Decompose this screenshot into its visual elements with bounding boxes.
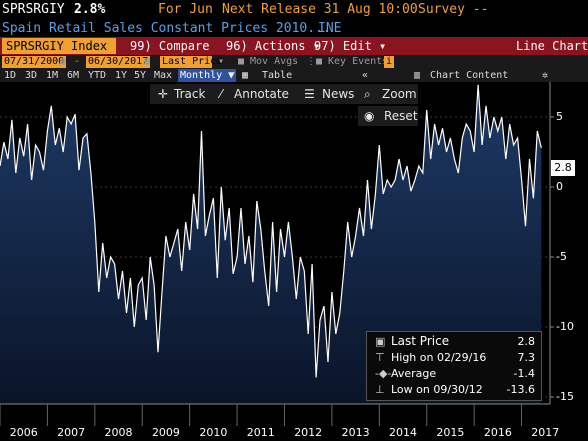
mov-avgs-label: Mov Avgs (250, 56, 299, 67)
options-icon[interactable]: ⋮ (306, 56, 316, 67)
series-line (0, 84, 542, 378)
chevron-down-icon: ▾ (312, 39, 320, 53)
chart-type-label[interactable]: Line Chart (516, 39, 588, 53)
zoom-button[interactable]: Zoom (382, 87, 417, 101)
legend-low: ⊥ Low on 09/30/12 -13.6 (375, 383, 535, 396)
draw-line-icon[interactable]: ⁄ (230, 70, 237, 81)
legend-high: ⊤ High on 02/29/16 7.3 (375, 351, 535, 364)
series-area (0, 84, 542, 405)
release-period: For Jun (158, 2, 213, 17)
collapse-icon[interactable]: « (362, 70, 369, 81)
survey-value: Survey -- (418, 2, 489, 17)
edit-menu[interactable]: 97) Edit ▾ (314, 39, 387, 53)
chart-content-icon: ▥ (414, 70, 421, 81)
period-1d[interactable]: 1D (4, 70, 17, 81)
frequency-select[interactable]: Monthly ▼ (178, 69, 237, 82)
y-tick-label: -10 (556, 320, 574, 333)
key-events-checkbox[interactable]: ■ (316, 56, 323, 67)
last-value: 2.8% (74, 2, 106, 17)
period-6m[interactable]: 6M (67, 70, 80, 81)
info-icon[interactable]: i (384, 56, 395, 68)
edit-menu-label: Edit (342, 39, 372, 53)
chevron-down-icon: ▾ (379, 39, 387, 53)
compare-menu-label: Compare (158, 39, 210, 53)
x-tick-label: 2016 (483, 426, 512, 439)
security-header: SPRSRGIY 2.8% For Jun Next Release 31 Au… (0, 0, 588, 20)
period-max[interactable]: Max (154, 70, 173, 81)
end-date-input[interactable]: 06/30/2017 (86, 56, 151, 68)
ticker-field[interactable]: SPRSRGIY Index (2, 38, 116, 54)
period-3d[interactable]: 3D (25, 70, 38, 81)
date-separator-icon: - (74, 56, 81, 67)
period-5y[interactable]: 5Y (134, 70, 147, 81)
last-price-swatch-icon[interactable]: ▣ (375, 335, 386, 348)
settings-bar: 07/31/2000 ▦ - 06/30/2017 ▦ Last Price ▾… (0, 55, 588, 69)
x-tick-label: 2010 (199, 426, 228, 439)
track-button[interactable]: Track (174, 87, 206, 101)
gear-icon[interactable]: ✲ (542, 70, 549, 81)
period-1y[interactable]: 1Y (115, 70, 128, 81)
frequency-label: Monthly (180, 70, 223, 81)
average-line-icon: -◆- (375, 367, 392, 380)
reset-label: Reset (384, 109, 418, 123)
y-tick-label: 5 (556, 110, 563, 123)
actions-menu-number: 96 (226, 39, 241, 53)
x-tick-label: 2007 (57, 426, 86, 439)
chart-content-button[interactable]: Chart Content (430, 70, 509, 81)
x-tick-label: 2009 (151, 426, 180, 439)
chart-legend: ▣ Last Price 2.8 ⊤ High on 02/29/16 7.3 … (366, 331, 542, 401)
actions-menu[interactable]: 96) Actions ▾ (226, 39, 320, 53)
legend-last-price: ▣ Last Price 2.8 (375, 334, 535, 348)
axis-ticks (0, 116, 554, 426)
news-button[interactable]: News (322, 87, 355, 101)
news-icon[interactable]: ☰ (304, 87, 315, 101)
calendar-icon[interactable]: ▦ (144, 56, 151, 67)
mov-avgs-checkbox[interactable]: ■ (238, 56, 245, 67)
y-tick-label: -15 (556, 390, 574, 403)
dropdown-arrow-icon[interactable]: ▾ (218, 56, 225, 67)
menu-bar: SPRSRGIY Index 99) Compare 96) Actions ▾… (0, 37, 588, 55)
x-tick-label: 2013 (341, 426, 370, 439)
start-date-input[interactable]: 07/31/2000 (2, 56, 67, 68)
x-tick-label: 2017 (531, 426, 560, 439)
reset-button[interactable]: ◉ Reset (358, 106, 418, 126)
compare-menu[interactable]: 99) Compare (130, 39, 210, 53)
x-tick-label: 2011 (246, 426, 275, 439)
period-bar: 1D 3D 1M 6M YTD 1Y 5Y Max Monthly ▼ ⁄ ▦ … (0, 69, 588, 82)
period-ytd[interactable]: YTD (88, 70, 107, 81)
x-tick-label: 2012 (294, 426, 323, 439)
compare-menu-number: 99 (130, 39, 145, 53)
security-description: Spain Retail Sales Constant Prices 2010.… (2, 21, 331, 36)
actions-menu-label: Actions (254, 39, 306, 53)
price-field-select[interactable]: Last Price (160, 56, 223, 68)
period-1m[interactable]: 1M (46, 70, 59, 81)
edit-menu-number: 97 (314, 39, 329, 53)
ticker-symbol: SPRSRGIY (2, 2, 65, 17)
calendar-icon[interactable]: ▦ (60, 56, 67, 67)
table-icon[interactable]: ▦ (242, 70, 249, 81)
legend-average: -◆- Average -1.4 (375, 367, 535, 380)
low-marker-icon: ⊥ (375, 383, 385, 396)
annotate-button[interactable]: Annotate (234, 87, 289, 101)
data-source: INE (318, 21, 342, 36)
x-tick-label: 2006 (9, 426, 38, 439)
pencil-icon[interactable]: ⁄ (220, 87, 223, 101)
description-row: Spain Retail Sales Constant Prices 2010.… (0, 20, 588, 37)
y-tick-label: -5 (556, 250, 567, 263)
line-chart[interactable] (0, 82, 588, 441)
reset-icon: ◉ (364, 109, 375, 123)
x-tick-label: 2008 (104, 426, 133, 439)
magnifier-icon[interactable]: ⌕ (364, 87, 371, 101)
crosshair-icon[interactable]: ✛ (158, 87, 169, 101)
last-value-marker: 2.8 (551, 160, 575, 176)
y-tick-label: 0 (556, 180, 563, 193)
x-tick-label: 2014 (389, 426, 418, 439)
chart-toolbar: ✛ Track ⁄ Annotate ☰ News ⌕ Zoom (150, 84, 418, 104)
next-release: Next Release 31 Aug 10:00 (222, 2, 418, 17)
table-button[interactable]: Table (262, 70, 293, 81)
key-events-label: Key Events (328, 56, 389, 67)
x-tick-label: 2015 (436, 426, 465, 439)
high-marker-icon: ⊤ (375, 351, 385, 364)
